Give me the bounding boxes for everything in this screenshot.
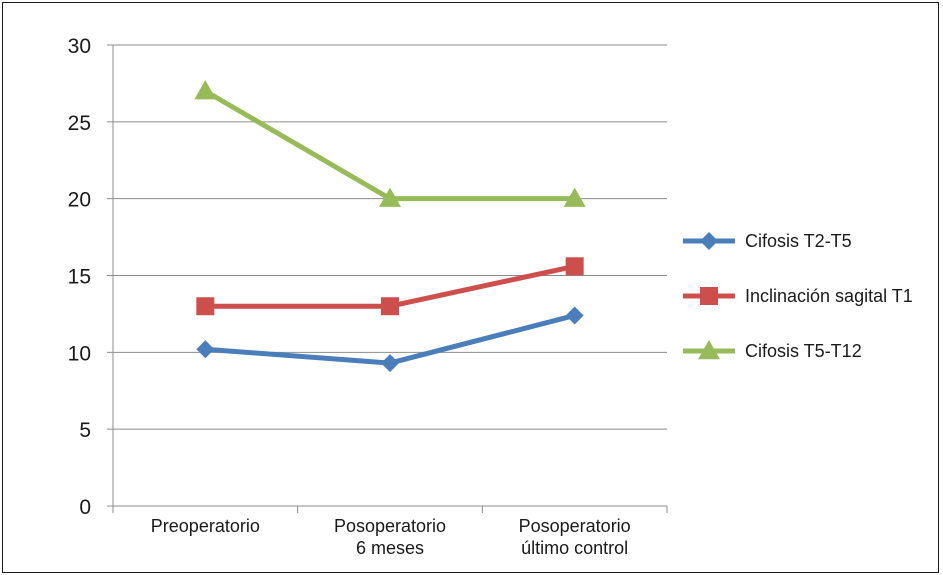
y-tick-label-2: 10 <box>68 342 91 365</box>
series-lines <box>194 80 586 373</box>
x-tick-label-1: Posoperatorio 6 meses <box>334 516 446 558</box>
data-point-s1-p0 <box>196 297 215 316</box>
y-axis: 0 5 10 15 20 25 30 <box>68 35 114 519</box>
x-axis: Preoperatorio Posoperatorio 6 meses Posoper… <box>112 505 668 558</box>
y-tick-label-5: 25 <box>68 112 91 135</box>
legend-label-1: Inclinación sagital T1 <box>745 286 913 306</box>
data-point-s0-p2 <box>565 306 584 325</box>
legend-marker-2 <box>698 340 720 360</box>
legend-label-0: Cifosis T2-T5 <box>745 231 852 251</box>
data-point-s1-p1 <box>381 297 399 316</box>
y-tick-label-1: 5 <box>79 419 91 442</box>
x-tick-label-0: Preoperatorio <box>151 516 260 536</box>
legend-marker-1 <box>700 287 718 305</box>
data-point-s2-p2 <box>563 187 586 207</box>
data-point-s2-p1 <box>379 187 401 207</box>
legend: Cifosis T2-T5 Inclinación sagital T1 Cifos… <box>683 231 913 361</box>
x-tick-label-2: Posoperatorio último control <box>519 516 631 558</box>
data-point-s0-p0 <box>196 340 215 359</box>
y-tick-label-3: 15 <box>68 266 91 289</box>
series-line-2 <box>204 88 575 202</box>
y-tick-label-6: 30 <box>68 35 91 58</box>
data-point-s1-p2 <box>565 257 584 276</box>
legend-label-2: Cifosis T5-T12 <box>745 341 862 361</box>
data-point-s2-p0 <box>194 80 217 100</box>
legend-marker-0 <box>700 232 718 250</box>
data-point-s0-p1 <box>381 354 399 373</box>
y-tick-label-4: 20 <box>68 189 91 212</box>
y-tick-label-0: 0 <box>79 496 91 519</box>
